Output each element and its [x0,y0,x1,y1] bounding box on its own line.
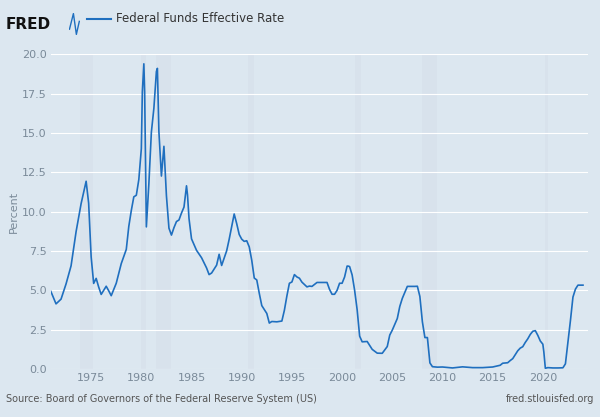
Bar [545,54,548,369]
Bar [157,54,170,369]
Bar [355,54,361,369]
Text: FRED: FRED [6,17,51,32]
Bar [80,54,93,369]
Bar [142,54,146,369]
Text: fred.stlouisfed.org: fred.stlouisfed.org [506,394,594,404]
Bar [422,54,437,369]
Text: Source: Board of Governors of the Federal Reserve System (US): Source: Board of Governors of the Federa… [6,394,317,404]
Bar [248,54,254,369]
Text: Federal Funds Effective Rate: Federal Funds Effective Rate [116,12,284,25]
Y-axis label: Percent: Percent [10,191,19,233]
